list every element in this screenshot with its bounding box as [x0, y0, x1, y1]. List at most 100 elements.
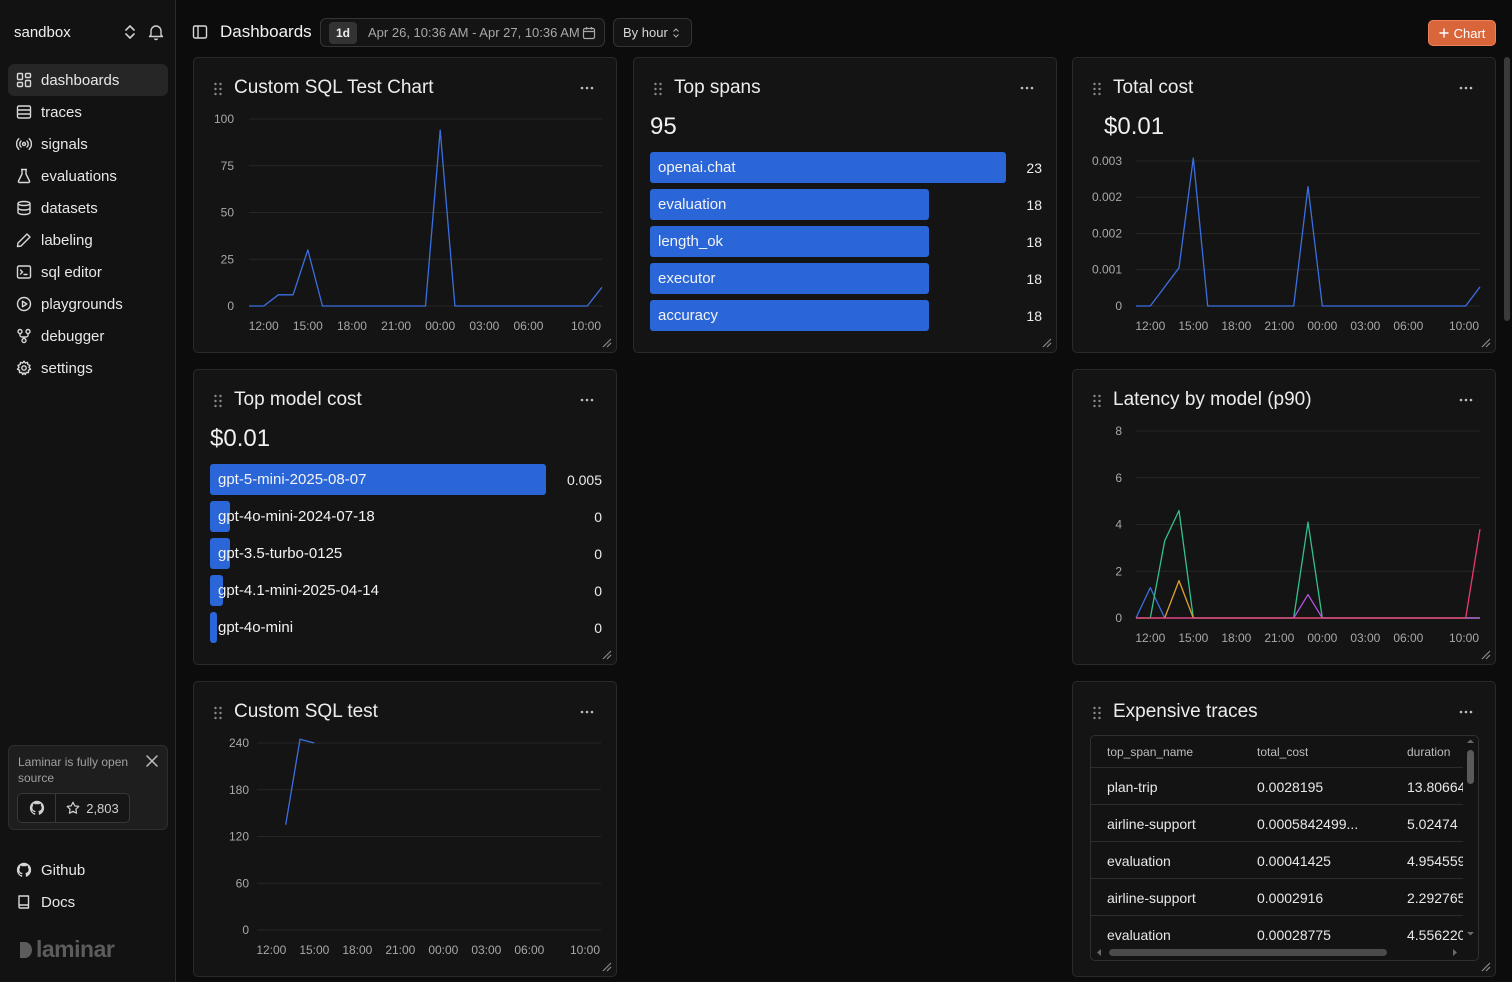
resize-handle-icon[interactable]	[601, 649, 612, 660]
bell-icon[interactable]	[148, 23, 164, 41]
more-icon[interactable]	[580, 398, 594, 402]
x-tick-label: 00:00	[428, 943, 458, 957]
bar-row[interactable]: executor 18	[650, 263, 1042, 294]
table-row[interactable]: airline-support 0.0002916 2.292765	[1091, 879, 1463, 916]
chevron-up-down-icon[interactable]	[122, 22, 138, 42]
x-tick-label: 03:00	[469, 319, 499, 333]
vertical-scrollbar[interactable]	[1463, 736, 1478, 947]
sidebar-item-playgrounds[interactable]: playgrounds	[8, 288, 168, 320]
table-cell: 4.954559	[1407, 853, 1463, 869]
resize-handle-icon[interactable]	[1480, 337, 1491, 348]
sidebar-item-dashboards[interactable]: dashboards	[8, 64, 168, 96]
resize-handle-icon[interactable]	[601, 961, 612, 972]
column-header[interactable]: duration	[1407, 745, 1451, 759]
horizontal-scrollbar[interactable]	[1091, 945, 1479, 960]
sidebar-toggle-icon[interactable]	[192, 24, 208, 40]
x-tick-label: 03:00	[1350, 319, 1380, 333]
series-line	[285, 738, 315, 825]
github-button[interactable]	[18, 794, 56, 822]
bar-row[interactable]: gpt-4.1-mini-2025-04-14 0	[210, 575, 602, 606]
sidebar-item-datasets[interactable]: datasets	[8, 192, 168, 224]
x-tick-label: 18:00	[1221, 631, 1251, 645]
drag-handle-icon[interactable]	[213, 82, 223, 96]
docs-link[interactable]: Docs	[8, 886, 168, 918]
table-row[interactable]: airline-support 0.0005842499... 5.02474	[1091, 805, 1463, 842]
sidebar-item-labeling[interactable]: labeling	[8, 224, 168, 256]
star-count-button[interactable]: 2,803	[56, 794, 129, 822]
page-scrollbar[interactable]	[1502, 57, 1512, 321]
more-icon[interactable]	[580, 86, 594, 90]
bar-row[interactable]: openai.chat 23	[650, 152, 1042, 183]
github-star-widget[interactable]: 2,803	[17, 793, 130, 823]
more-icon[interactable]	[580, 710, 594, 714]
flask-icon	[17, 168, 31, 184]
x-tick-label: 21:00	[381, 319, 411, 333]
sidebar-item-settings[interactable]: settings	[8, 352, 168, 384]
more-icon[interactable]	[1459, 86, 1473, 90]
y-tick-label: 2	[1115, 564, 1122, 578]
bar-row[interactable]: accuracy 18	[650, 300, 1042, 331]
bar-row[interactable]: length_ok 18	[650, 226, 1042, 257]
github-link[interactable]: Github	[8, 854, 168, 886]
bar-row[interactable]: gpt-3.5-turbo-0125 0	[210, 538, 602, 569]
sidebar-item-signals[interactable]: signals	[8, 128, 168, 160]
resize-handle-icon[interactable]	[1480, 961, 1491, 972]
bar	[650, 300, 929, 331]
bar-label: openai.chat	[658, 159, 736, 176]
bar-row[interactable]: gpt-4o-mini-2024-07-18 0	[210, 501, 602, 532]
chevron-up-down-icon	[672, 27, 679, 38]
bar-row[interactable]: gpt-5-mini-2025-08-07 0.005	[210, 464, 602, 495]
table-row[interactable]: evaluation 0.00041425 4.954559	[1091, 842, 1463, 879]
sidebar-item-evaluations[interactable]: evaluations	[8, 160, 168, 192]
chart-card-top-spans: Top spans 95 openai.chat 23 evaluation 18 le…	[633, 57, 1057, 353]
column-header[interactable]: total_cost	[1257, 745, 1309, 759]
page-title: Dashboards	[220, 22, 312, 41]
x-tick-label: 00:00	[1307, 631, 1337, 645]
date-range-picker[interactable]: 1d Apr 26, 10:36 AM - Apr 27, 10:36 AM	[320, 18, 605, 47]
table-row[interactable]: evaluation 0.00028775 4.556220	[1091, 916, 1463, 953]
add-chart-button[interactable]: Chart	[1428, 20, 1496, 46]
x-tick-label: 18:00	[342, 943, 372, 957]
more-icon[interactable]	[1459, 710, 1473, 714]
granularity-select[interactable]: By hour	[613, 18, 692, 47]
column-header[interactable]: top_span_name	[1107, 745, 1194, 759]
close-icon[interactable]	[145, 754, 159, 768]
drag-handle-icon[interactable]	[213, 706, 223, 720]
sidebar-item-label: playgrounds	[41, 295, 123, 313]
drag-handle-icon[interactable]	[653, 82, 663, 96]
open-source-banner: Laminar is fully open source 2,803	[8, 745, 168, 830]
range-preset-badge[interactable]: 1d	[329, 21, 358, 44]
range-text: Apr 26, 10:36 AM - Apr 27, 10:36 AM	[368, 25, 580, 40]
bar-row[interactable]: evaluation 18	[650, 189, 1042, 220]
sidebar-item-traces[interactable]: traces	[8, 96, 168, 128]
drag-handle-icon[interactable]	[1092, 82, 1102, 96]
resize-handle-icon[interactable]	[601, 337, 612, 348]
sidebar-item-debugger[interactable]: debugger	[8, 320, 168, 352]
resize-handle-icon[interactable]	[1041, 337, 1052, 348]
card-title: Custom SQL test	[234, 701, 378, 722]
resize-handle-icon[interactable]	[1480, 649, 1491, 660]
bar	[210, 575, 224, 606]
project-switcher[interactable]: sandbox	[14, 22, 164, 42]
x-tick-label: 18:00	[1221, 319, 1251, 333]
x-tick-label: 12:00	[1135, 319, 1165, 333]
sidebar-item-sql-editor[interactable]: sql editor	[8, 256, 168, 288]
x-tick-label: 06:00	[1393, 319, 1423, 333]
chart-card-latency-by-model: Latency by model (p90) 0 2 4 6 8 12:00 15:00 18…	[1072, 369, 1496, 665]
bar-row[interactable]: gpt-4o-mini 0	[210, 612, 602, 643]
more-icon[interactable]	[1020, 86, 1034, 90]
x-tick-label: 10:00	[570, 943, 600, 957]
table-row[interactable]: plan-trip 0.0028195 13.80664	[1091, 768, 1463, 805]
bar-value: 0.005	[566, 472, 602, 488]
more-icon[interactable]	[1459, 398, 1473, 402]
bar-label: gpt-4o-mini	[218, 619, 294, 636]
drag-handle-icon[interactable]	[213, 394, 223, 408]
drag-handle-icon[interactable]	[1092, 394, 1102, 408]
line-chart: 0 2 4 6 8 12:00 15:00 18:00 21:00 00:00 03:00 06:00…	[1115, 424, 1481, 645]
chart-card-custom-sql-test: Custom SQL test 0 60 120 180 240 12:00 15:00 18…	[193, 681, 617, 977]
docs-link-label: Docs	[41, 893, 76, 911]
drag-handle-icon[interactable]	[1092, 706, 1102, 720]
data-table[interactable]: top_span_name total_cost duration plan-t…	[1090, 735, 1479, 961]
series-line	[249, 129, 603, 307]
